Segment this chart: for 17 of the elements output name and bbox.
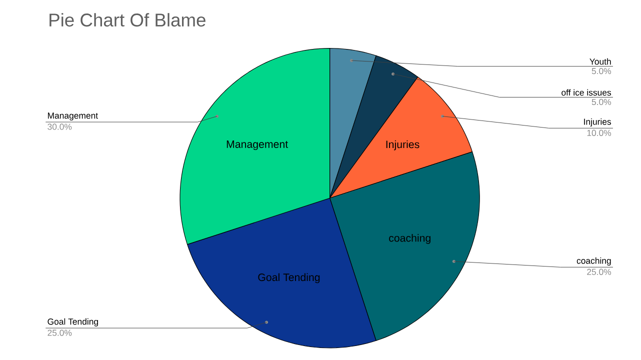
data-label: 25.0% bbox=[48, 330, 72, 336]
slice-label: off ice issues bbox=[562, 89, 612, 96]
slice-label: coaching bbox=[389, 234, 430, 244]
data-label: 25.0% bbox=[587, 269, 612, 276]
slice-label: Goal Tending bbox=[48, 318, 98, 327]
data-label: 5.0% bbox=[592, 99, 612, 106]
slice-label: Management bbox=[226, 140, 288, 150]
chart-title: Pie Chart Of Blame bbox=[50, 13, 206, 27]
slice-label: Injuries bbox=[584, 118, 612, 127]
slice-label: Management bbox=[48, 112, 98, 121]
data-label: 30.0% bbox=[48, 124, 72, 130]
slice-label: coaching bbox=[576, 258, 611, 266]
data-label: 5.0% bbox=[592, 68, 612, 74]
slice-label: Goal Tending bbox=[258, 273, 320, 284]
data-label: 10.0% bbox=[587, 130, 612, 136]
slice-label: Injuries bbox=[386, 140, 420, 150]
slice-label: Youth bbox=[590, 58, 611, 65]
